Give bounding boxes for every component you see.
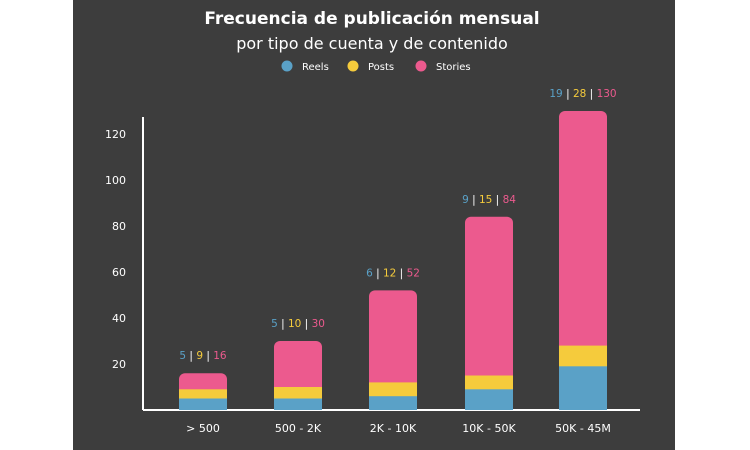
x-category-label: 500 - 2K xyxy=(275,422,322,435)
x-category-label: 50K - 45M xyxy=(555,422,611,435)
y-tick-label: 80 xyxy=(112,220,126,233)
category-labels: > 500 500 - 2K 2K - 10K 10K - 50K 50K - 45M xyxy=(186,422,611,435)
bar-segment-reels xyxy=(179,398,227,410)
y-tick-label: 100 xyxy=(105,174,126,187)
chart-title: Frecuencia de publicación mensual xyxy=(204,9,539,29)
y-tick-label: 40 xyxy=(112,312,126,325)
data-label: 6 | 12 | 52 xyxy=(366,267,420,279)
data-label-separator: | xyxy=(563,88,573,100)
data-label-reels: 9 xyxy=(462,194,469,206)
data-label-separator: | xyxy=(396,267,406,279)
data-label-separator: | xyxy=(278,318,288,330)
data-label-posts: 10 xyxy=(288,318,301,330)
y-tick-label: 20 xyxy=(112,358,126,371)
data-label: 9 | 15 | 84 xyxy=(462,194,516,206)
data-label-separator: | xyxy=(492,194,502,206)
data-label-posts: 15 xyxy=(479,194,492,206)
bar-segment-stories xyxy=(465,216,513,410)
data-label-stories: 52 xyxy=(407,267,420,279)
data-label-posts: 28 xyxy=(573,88,586,100)
legend-label-posts: Posts xyxy=(368,62,394,73)
x-category-label: 2K - 10K xyxy=(370,422,417,435)
y-tick-label: 60 xyxy=(112,266,126,279)
data-label-stories: 130 xyxy=(597,88,617,100)
legend-label-stories: Stories xyxy=(436,62,471,73)
data-label-posts: 12 xyxy=(383,267,396,279)
data-label-stories: 30 xyxy=(312,318,325,330)
bar-segment-stories xyxy=(559,111,607,410)
bar-segment-reels xyxy=(369,396,417,410)
data-label-reels: 19 xyxy=(549,88,562,100)
data-labels: 5 | 9 | 165 | 10 | 306 | 12 | 529 | 15 |… xyxy=(179,88,616,362)
data-label-separator: | xyxy=(373,267,383,279)
x-category-label: 10K - 50K xyxy=(462,422,516,435)
legend: Reels Posts Stories xyxy=(281,60,471,73)
bar-segment-reels xyxy=(274,398,322,410)
data-label-stories: 84 xyxy=(503,194,517,206)
y-ticks: 20 40 60 80 100 120 xyxy=(105,128,126,371)
legend-label-reels: Reels xyxy=(302,62,329,73)
data-label-reels: 5 xyxy=(179,350,186,362)
bar-segment-reels xyxy=(559,366,607,410)
chart-subtitle: por tipo de cuenta y de contenido xyxy=(236,34,508,53)
data-label-posts: 9 xyxy=(196,350,203,362)
x-category-label: > 500 xyxy=(186,422,220,435)
y-tick-label: 120 xyxy=(105,128,126,141)
data-label: 5 | 10 | 30 xyxy=(271,318,325,330)
data-label-separator: | xyxy=(301,318,311,330)
legend-marker-reels xyxy=(281,60,293,72)
data-label-separator: | xyxy=(586,88,596,100)
data-label: 5 | 9 | 16 xyxy=(179,350,226,362)
data-label-separator: | xyxy=(203,350,213,362)
legend-marker-posts xyxy=(347,60,359,72)
data-label: 19 | 28 | 130 xyxy=(549,88,616,100)
bar-segment-stories xyxy=(369,290,417,410)
data-label-reels: 5 xyxy=(271,318,278,330)
legend-marker-stories xyxy=(415,60,427,72)
data-label-reels: 6 xyxy=(366,267,373,279)
bars xyxy=(179,111,607,410)
data-label-stories: 16 xyxy=(213,350,227,362)
data-label-separator: | xyxy=(469,194,479,206)
bar-segment-reels xyxy=(465,389,513,410)
data-label-separator: | xyxy=(186,350,196,362)
